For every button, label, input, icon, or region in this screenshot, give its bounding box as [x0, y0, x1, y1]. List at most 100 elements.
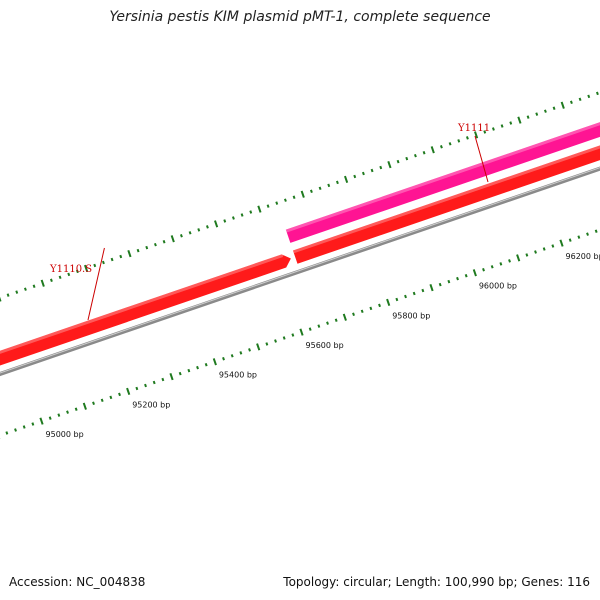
lower-tick-row: [0, 229, 598, 439]
upper-tick: [292, 195, 296, 199]
upper-tick: [32, 284, 36, 288]
upper-tick: [93, 263, 97, 268]
upper-tick: [439, 145, 443, 149]
upper-tick: [214, 220, 219, 228]
lower-tick: [421, 288, 425, 293]
lower-tick: [92, 401, 95, 406]
gene-y1110s: [0, 254, 291, 366]
lower-tick: [14, 428, 17, 432]
gene-y1110s-bevel: [0, 253, 285, 354]
lower-tick: [429, 283, 434, 292]
upper-tick: [75, 269, 79, 274]
lower-tick: [57, 413, 61, 417]
upper-tick: [578, 97, 582, 102]
upper-tick: [526, 115, 530, 119]
upper-tick: [517, 116, 522, 124]
lower-tick: [559, 239, 564, 247]
upper-tick: [23, 287, 27, 291]
lower-tick: [456, 276, 459, 281]
upper-tick: [6, 293, 10, 297]
upper-tick: [275, 201, 279, 205]
gene-highlight: [285, 122, 600, 243]
lower-tick: [378, 303, 381, 308]
accession-label: Accession: NC_004838: [9, 575, 146, 589]
upper-tick: [162, 239, 166, 244]
lower-tick: [126, 387, 131, 396]
lower-tick: [152, 380, 156, 385]
lower-tick: [472, 269, 477, 277]
lower-tick: [109, 395, 113, 400]
lower-tick: [39, 417, 44, 425]
upper-tick: [361, 171, 365, 176]
upper-tick: [15, 290, 19, 294]
upper-tick: [249, 210, 253, 214]
lower-tick: [187, 368, 191, 373]
lower-tick: [66, 410, 69, 414]
lower-tick: [508, 259, 511, 263]
ruler-label: 96200 bp: [566, 252, 600, 261]
lower-tick: [212, 358, 217, 366]
lower-tick: [291, 333, 295, 337]
upper-tick: [344, 175, 349, 184]
label-y1111: Y1111: [457, 123, 490, 134]
lower-tick: [404, 294, 407, 299]
leader-y1110s: [87, 247, 105, 321]
upper-tick: [223, 219, 227, 223]
upper-tick: [110, 257, 114, 262]
upper-tick-row: [0, 91, 599, 302]
upper-tick: [84, 264, 89, 273]
upper-tick: [127, 249, 132, 258]
ruler-label: 95000 bp: [46, 430, 84, 439]
upper-tick: [49, 278, 53, 283]
lower-tick: [412, 291, 416, 296]
lower-tick: [22, 425, 26, 429]
lower-tick: [204, 362, 208, 367]
upper-tick: [587, 94, 591, 99]
upper-tick: [569, 100, 573, 105]
lower-tick: [499, 262, 503, 266]
upper-tick: [430, 146, 435, 154]
lower-tick: [594, 229, 598, 233]
upper-tick: [500, 124, 504, 128]
upper-tick: [257, 205, 262, 213]
lower-tick: [178, 371, 182, 376]
lower-tick: [586, 232, 589, 236]
upper-tick: [535, 112, 539, 116]
ruler-label: 96000 bp: [479, 282, 517, 291]
lower-tick: [265, 342, 269, 346]
upper-tick: [188, 231, 192, 235]
lower-tick: [239, 351, 243, 355]
lower-tick: [5, 431, 9, 435]
upper-tick: [405, 156, 409, 161]
upper-tick: [465, 136, 469, 140]
upper-tick: [552, 106, 556, 110]
upper-tick: [318, 186, 322, 191]
ruler-label: 95600 bp: [306, 341, 344, 350]
ruler-label: 95200 bp: [132, 400, 170, 409]
lower-tick: [100, 398, 104, 403]
leader-y1111: [474, 135, 489, 183]
sequence-backbone: [0, 166, 600, 377]
lower-tick: [308, 327, 312, 331]
upper-tick: [40, 279, 45, 287]
upper-tick: [283, 198, 287, 202]
lower-tick: [482, 268, 485, 272]
upper-tick: [353, 174, 357, 179]
lower-tick: [161, 377, 165, 382]
upper-tick: [491, 127, 495, 131]
ruler-label: 95400 bp: [219, 371, 257, 380]
backbone-highlight: [0, 167, 600, 374]
lower-tick: [577, 235, 581, 239]
lower-tick: [438, 282, 442, 287]
upper-tick: [387, 160, 392, 169]
lower-tick: [248, 348, 251, 352]
lower-tick: [352, 312, 355, 317]
lower-tick: [490, 265, 494, 269]
gene-y1111-bevel: [292, 145, 600, 254]
upper-tick: [335, 180, 339, 185]
lower-tick: [568, 238, 572, 242]
lower-tick: [395, 297, 399, 302]
lower-tick: [299, 328, 304, 336]
upper-tick: [457, 139, 461, 143]
